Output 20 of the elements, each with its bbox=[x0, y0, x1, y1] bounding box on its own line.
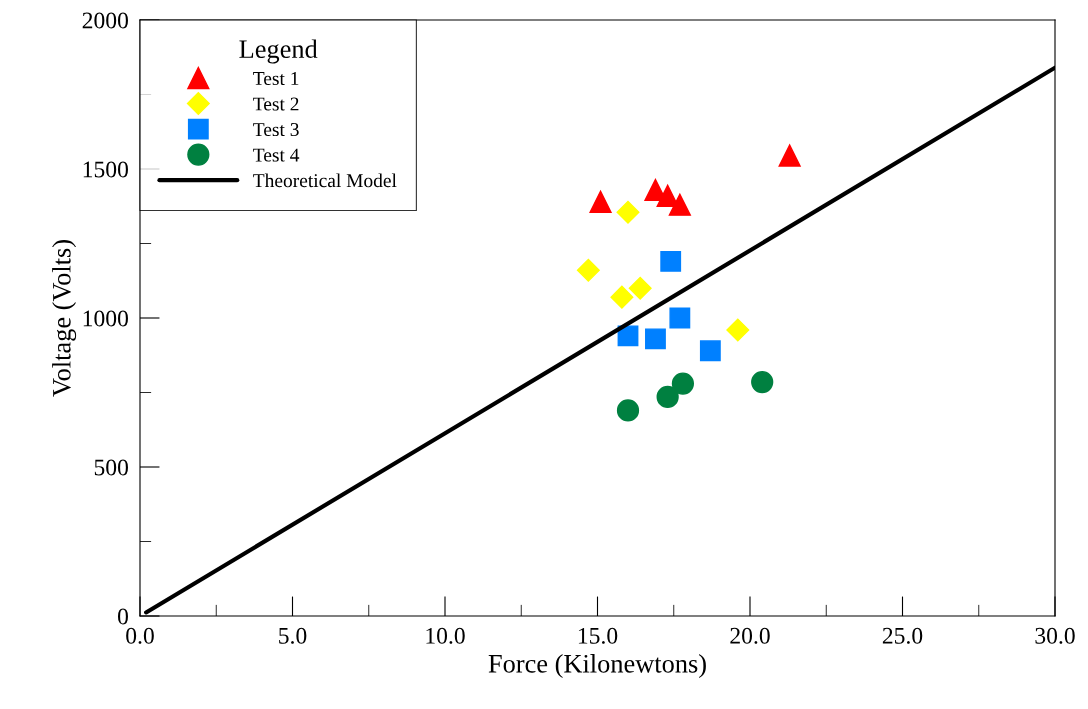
x-tick-label: 10.0 bbox=[426, 627, 465, 644]
y-tick-label: 2000 bbox=[82, 12, 128, 29]
y-tick-label: 1500 bbox=[83, 161, 128, 178]
x-tick-label: 0.0 bbox=[126, 627, 154, 644]
legend-title: Legend bbox=[239, 39, 318, 64]
legend-label: Test 2 bbox=[253, 97, 299, 111]
x-tick-label: 25.0 bbox=[882, 627, 923, 644]
legend-label: Theoretical Model bbox=[253, 173, 397, 188]
x-tick-label: 5.0 bbox=[279, 627, 307, 644]
y-tick-label: 0 bbox=[117, 608, 128, 625]
x-tick-label: 15.0 bbox=[578, 627, 618, 644]
legend-label: Test 1 bbox=[253, 72, 299, 86]
x-tick-label: 20.0 bbox=[730, 627, 770, 644]
legend-label: Test 4 bbox=[253, 148, 300, 162]
y-axis-title: Voltage (Volts) bbox=[52, 240, 77, 397]
x-tick-label: 30.0 bbox=[1035, 627, 1075, 644]
y-tick-label: 1000 bbox=[83, 310, 128, 327]
y-tick-label: 500 bbox=[94, 459, 128, 476]
legend-label: Test 3 bbox=[253, 123, 299, 137]
x-axis-title: Force (Kilonewtons) bbox=[488, 654, 706, 679]
